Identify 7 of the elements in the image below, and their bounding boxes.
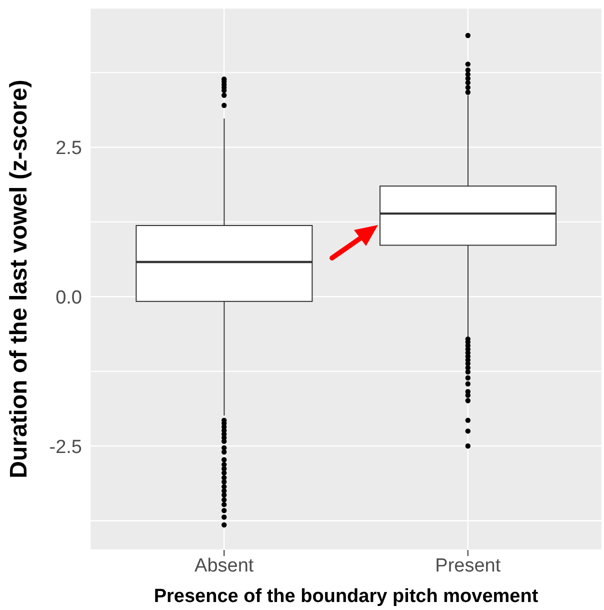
y-tick-label: 2.5 [56, 138, 82, 159]
y-tick-label: 0.0 [56, 287, 82, 308]
y-tick-label: -2.5 [49, 436, 82, 458]
y-axis-title: Duration of the last vowel (z-score) [6, 80, 33, 478]
x-axis-title: Presence of the boundary pitch movement [154, 586, 539, 607]
x-tick-label: Present [435, 555, 502, 576]
x-tick-label: Absent [194, 555, 254, 576]
